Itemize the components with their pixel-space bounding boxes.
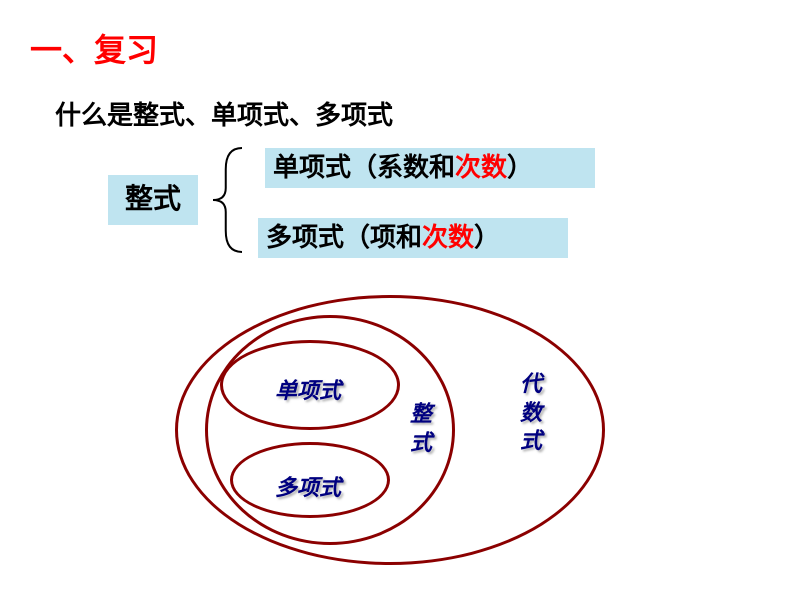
branch2-highlight: 次数 — [422, 223, 474, 252]
branch1-suffix: ） — [507, 153, 533, 182]
branch2-suffix: ） — [474, 223, 500, 252]
branch1-prefix: 单项式（系数和 — [273, 153, 455, 182]
label-monomial: 单项式 — [275, 373, 341, 405]
title-text: 一、复习 — [30, 32, 158, 68]
label-algebraic-expr: 代数式 — [520, 370, 542, 456]
brace-path — [213, 148, 242, 252]
branch-polynomial: 多项式（项和次数） — [258, 218, 568, 258]
label-duo-text: 多项式 — [275, 475, 341, 500]
zhengshi-text: 整式 — [125, 184, 181, 215]
section-title: 一、复习 — [30, 25, 158, 71]
zhengshi-label-box: 整式 — [108, 175, 198, 225]
label-polynomial: 多项式 — [275, 470, 341, 502]
branch2-prefix: 多项式（项和 — [266, 223, 422, 252]
branch-monomial: 单项式（系数和次数） — [265, 148, 595, 188]
question-text: 什么是整式、单项式、多项式 — [55, 95, 393, 132]
label-integral-expr: 整式 — [410, 400, 432, 457]
branch1-highlight: 次数 — [455, 153, 507, 182]
question-content: 什么是整式、单项式、多项式 — [55, 101, 393, 130]
brace-icon — [210, 145, 245, 255]
label-dan-text: 单项式 — [275, 378, 341, 403]
